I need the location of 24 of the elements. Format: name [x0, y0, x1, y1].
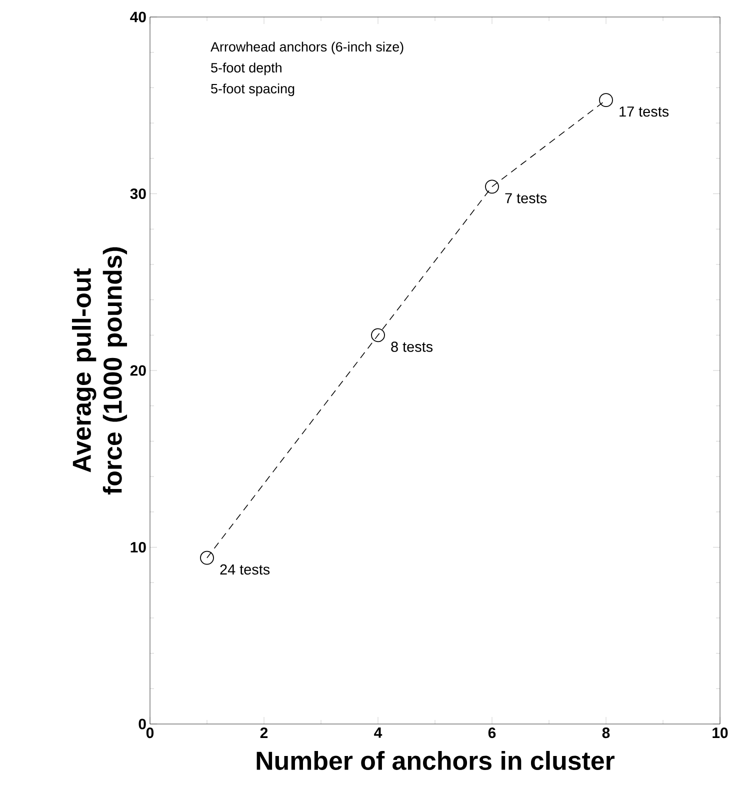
y-tick-label: 30 [130, 188, 146, 200]
y-axis-title: Average pull-out force (1000 pounds) [72, 247, 128, 495]
y-tick-label: 10 [130, 542, 146, 553]
x-tick-label: 2 [260, 728, 268, 738]
annotation: 24 tests [220, 564, 270, 575]
y-tick-label: 20 [130, 365, 146, 376]
x-tick-label: 0 [146, 728, 154, 738]
annotation: 5-foot depth [211, 62, 282, 76]
point [485, 180, 499, 194]
x-tick-label: 6 [488, 728, 496, 738]
point [200, 550, 214, 565]
annotation: Arrowhead anchors (6-inch size) [210, 42, 404, 54]
x-tick-label: 10 [712, 728, 728, 738]
annotation: 5-foot spacing [211, 84, 294, 96]
point [371, 328, 385, 342]
annotation: 8 tests [391, 342, 433, 352]
x-axis-title: Number of anchors in cluster [256, 750, 615, 770]
annotation: 17 tests [620, 106, 669, 117]
y-tick-label: 0 [138, 718, 146, 730]
annotation: 7 tests [505, 193, 547, 204]
x-tick-label: 4 [374, 728, 382, 738]
x-tick-label: 8 [602, 728, 610, 738]
y-tick-label: 40 [130, 12, 146, 22]
point [599, 93, 613, 108]
